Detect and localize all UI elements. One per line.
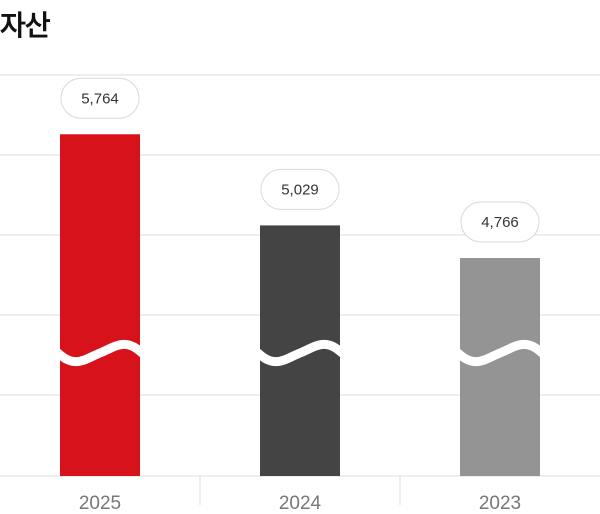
axis-break-mark [453,339,547,367]
value-bubble [460,201,540,243]
axis-break-mark [53,339,147,367]
bars [53,134,547,476]
value-bubble [260,168,340,210]
x-tick-label-2024: 2024 [279,493,322,514]
value-label-2023: 4,766 [481,214,519,231]
chart-title: 자산 [0,9,51,42]
x-axis: 2025 2024 2023 [79,476,521,514]
value-label-2025: 5,764 [81,90,119,107]
x-tick-label-2023: 2023 [479,493,521,514]
x-tick-label-2025: 2025 [79,493,121,514]
bar-2023 [460,258,540,476]
value-label-2024: 5,029 [281,181,319,198]
value-labels: 5,764 5,029 4,766 [60,77,540,243]
bar-2025 [60,134,140,476]
axis-break-mark [253,339,347,367]
value-bubble [60,77,140,119]
